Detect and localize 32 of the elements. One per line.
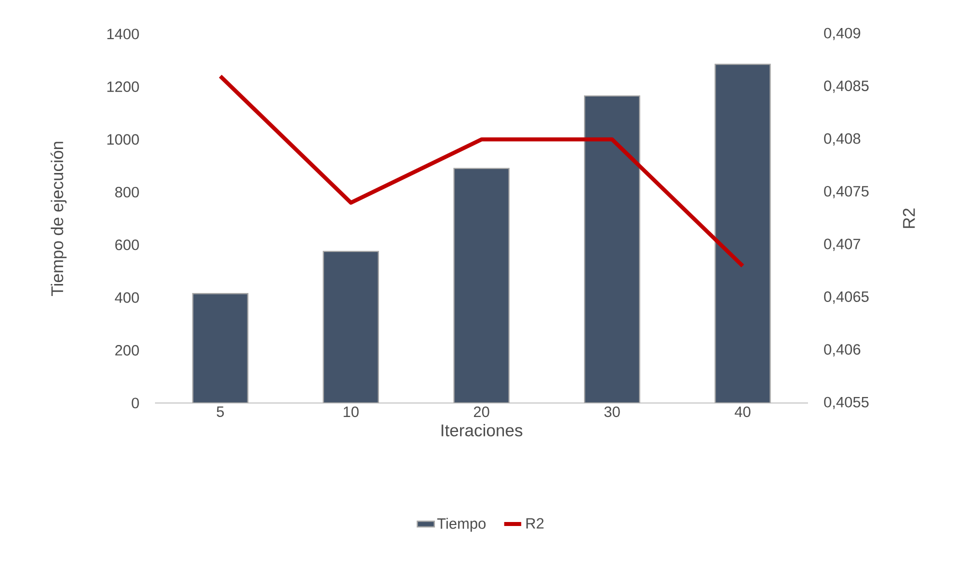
x-tick-label: 40 [734, 406, 750, 418]
x-tick-label: 20 [474, 406, 490, 418]
y-tick-label: 0 [132, 398, 139, 408]
x-tick-label: 5 [216, 406, 224, 417]
y2-tick-label: 0,406 [824, 344, 860, 356]
y-tick-label: 800 [115, 186, 139, 198]
bar [584, 95, 640, 403]
bar [453, 168, 510, 403]
y2-axis-title: R2 [902, 208, 915, 228]
bar [192, 293, 248, 403]
y-axis-title: Tiempo de ejecución [50, 142, 67, 296]
y2-tick-label: 0,407 [824, 238, 860, 252]
y2-tick-label: 0,4065 [824, 291, 869, 304]
line-series [218, 74, 745, 268]
y-tick-label: 400 [114, 292, 139, 303]
y2-tick-label: 0,409 [824, 28, 860, 40]
y2-tick-label: 0,4085 [824, 80, 869, 93]
bar [714, 64, 771, 403]
x-tick-label: 30 [604, 406, 620, 418]
y-tick-label: 1400 [107, 28, 139, 40]
legend-label: R2 [526, 518, 544, 529]
x-axis-title: Iteraciones [442, 424, 522, 436]
y-tick-label: 1000 [107, 134, 139, 145]
y2-tick-label: 0,4055 [824, 396, 869, 410]
y2-tick-label: 0,4075 [824, 186, 869, 198]
y-tick-label: 1200 [107, 81, 139, 92]
legend-label: Tiempo [437, 518, 486, 532]
y2-tick-label: 0,408 [824, 133, 860, 146]
x-tick-label: 10 [344, 406, 359, 418]
bar [322, 250, 379, 403]
y-tick-label: 600 [115, 240, 139, 250]
y-tick-label: 200 [115, 344, 139, 356]
